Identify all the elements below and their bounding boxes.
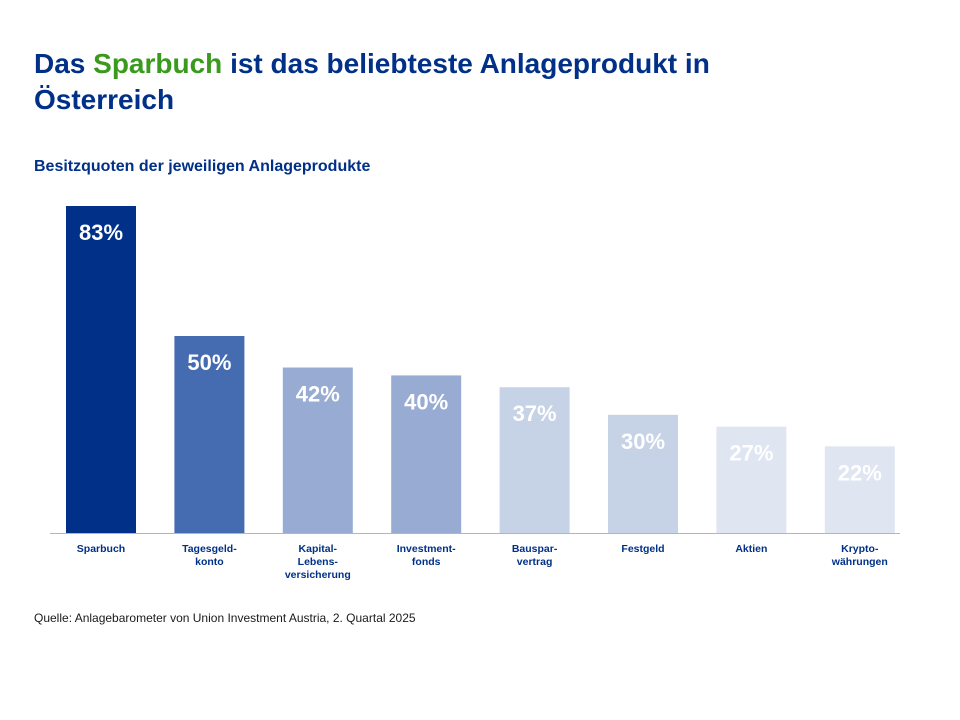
bar bbox=[391, 375, 462, 533]
category-label: Bauspar-vertrag bbox=[512, 543, 558, 568]
category-label: Tagesgeld-konto bbox=[182, 543, 237, 568]
bar bbox=[824, 446, 895, 533]
bar-chart: 83% Sparbuch 50% Tagesgeld-konto 42% Kapital-… bbox=[50, 206, 900, 581]
bar bbox=[608, 414, 678, 533]
data-label: 30% bbox=[621, 429, 665, 454]
title-accent: Sparbuch bbox=[93, 48, 223, 79]
data-label: 50% bbox=[187, 350, 231, 375]
bar bbox=[716, 426, 787, 533]
data-label: 42% bbox=[296, 382, 340, 407]
data-label: 22% bbox=[838, 460, 882, 485]
category-label: Krypto-währungen bbox=[831, 543, 888, 568]
category-label: Kapital-Lebens-versicherung bbox=[285, 543, 351, 581]
chart-subtitle: Besitzquoten der jeweiligen Anlageproduk… bbox=[34, 158, 371, 175]
category-label: Festgeld bbox=[621, 543, 664, 555]
data-label: 40% bbox=[404, 389, 448, 414]
source-note: Quelle: Anlagebarometer von Union Invest… bbox=[34, 611, 416, 625]
data-label: 83% bbox=[79, 220, 123, 245]
bar bbox=[282, 367, 353, 533]
bar bbox=[499, 387, 570, 533]
data-label: 27% bbox=[729, 441, 773, 466]
title-part2: ist das beliebteste Anlageprodukt in Öst… bbox=[34, 48, 710, 115]
category-label: Sparbuch bbox=[77, 543, 125, 555]
bar bbox=[66, 206, 136, 533]
page-title: Das Sparbuch ist das beliebteste Anlagep… bbox=[34, 46, 834, 118]
bar bbox=[174, 336, 245, 533]
title-part1: Das bbox=[34, 48, 94, 79]
category-label: Aktien bbox=[735, 543, 767, 555]
data-label: 37% bbox=[513, 401, 557, 426]
category-label: Investment-fonds bbox=[397, 543, 456, 568]
